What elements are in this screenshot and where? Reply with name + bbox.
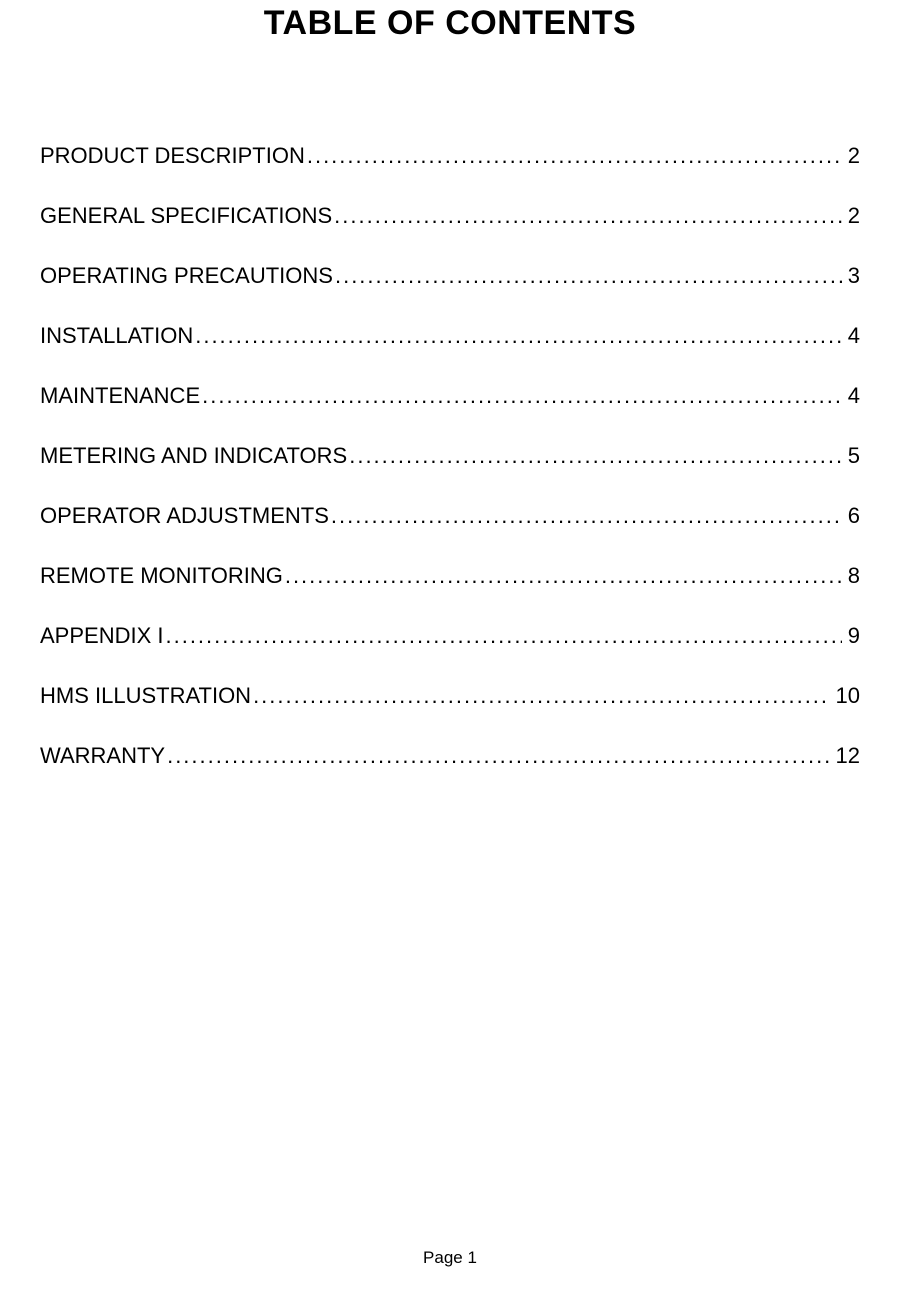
toc-entry: GENERAL SPECIFICATIONS 2: [40, 203, 860, 229]
page-footer: Page 1: [0, 1248, 900, 1268]
toc-label: REMOTE MONITORING: [40, 563, 283, 589]
toc-leader-dots: [253, 683, 829, 709]
toc-page-number: 9: [844, 623, 860, 649]
toc-entry: WARRANTY 12: [40, 743, 860, 769]
toc-entry: APPENDIX I 9: [40, 623, 860, 649]
toc-page-number: 4: [844, 323, 860, 349]
toc-leader-dots: [334, 203, 842, 229]
toc-entry: REMOTE MONITORING 8: [40, 563, 860, 589]
toc-leader-dots: [349, 443, 842, 469]
toc-leader-dots: [285, 563, 842, 589]
toc-leader-dots: [202, 383, 842, 409]
toc-label: HMS ILLUSTRATION: [40, 683, 251, 709]
toc-leader-dots: [307, 143, 842, 169]
toc-page-number: 12: [832, 743, 860, 769]
toc-label: APPENDIX I: [40, 623, 163, 649]
toc-page-number: 3: [844, 263, 860, 289]
toc-label: OPERATOR ADJUSTMENTS: [40, 503, 329, 529]
toc-label: OPERATING PRECAUTIONS: [40, 263, 333, 289]
toc-label: MAINTENANCE: [40, 383, 200, 409]
toc-page-number: 2: [844, 143, 860, 169]
toc-label: METERING AND INDICATORS: [40, 443, 347, 469]
toc-page-number: 10: [832, 683, 860, 709]
toc-page-number: 8: [844, 563, 860, 589]
toc-entry: HMS ILLUSTRATION 10: [40, 683, 860, 709]
toc-label: PRODUCT DESCRIPTION: [40, 143, 305, 169]
toc-entry: INSTALLATION 4: [40, 323, 860, 349]
toc-entry: PRODUCT DESCRIPTION 2: [40, 143, 860, 169]
toc-leader-dots: [195, 323, 842, 349]
toc-entry: OPERATOR ADJUSTMENTS 6: [40, 503, 860, 529]
toc-page-number: 2: [844, 203, 860, 229]
toc-label: WARRANTY: [40, 743, 165, 769]
toc-label: INSTALLATION: [40, 323, 193, 349]
toc-entry: OPERATING PRECAUTIONS 3: [40, 263, 860, 289]
toc-leader-dots: [167, 743, 829, 769]
toc-leader-dots: [165, 623, 841, 649]
toc-page-number: 4: [844, 383, 860, 409]
toc-page-number: 6: [844, 503, 860, 529]
toc-entry: METERING AND INDICATORS 5: [40, 443, 860, 469]
toc-leader-dots: [331, 503, 842, 529]
toc-list: PRODUCT DESCRIPTION 2 GENERAL SPECIFICAT…: [40, 143, 860, 769]
toc-label: GENERAL SPECIFICATIONS: [40, 203, 332, 229]
toc-entry: MAINTENANCE 4: [40, 383, 860, 409]
toc-page-number: 5: [844, 443, 860, 469]
toc-leader-dots: [335, 263, 842, 289]
toc-title: TABLE OF CONTENTS: [40, 0, 860, 143]
